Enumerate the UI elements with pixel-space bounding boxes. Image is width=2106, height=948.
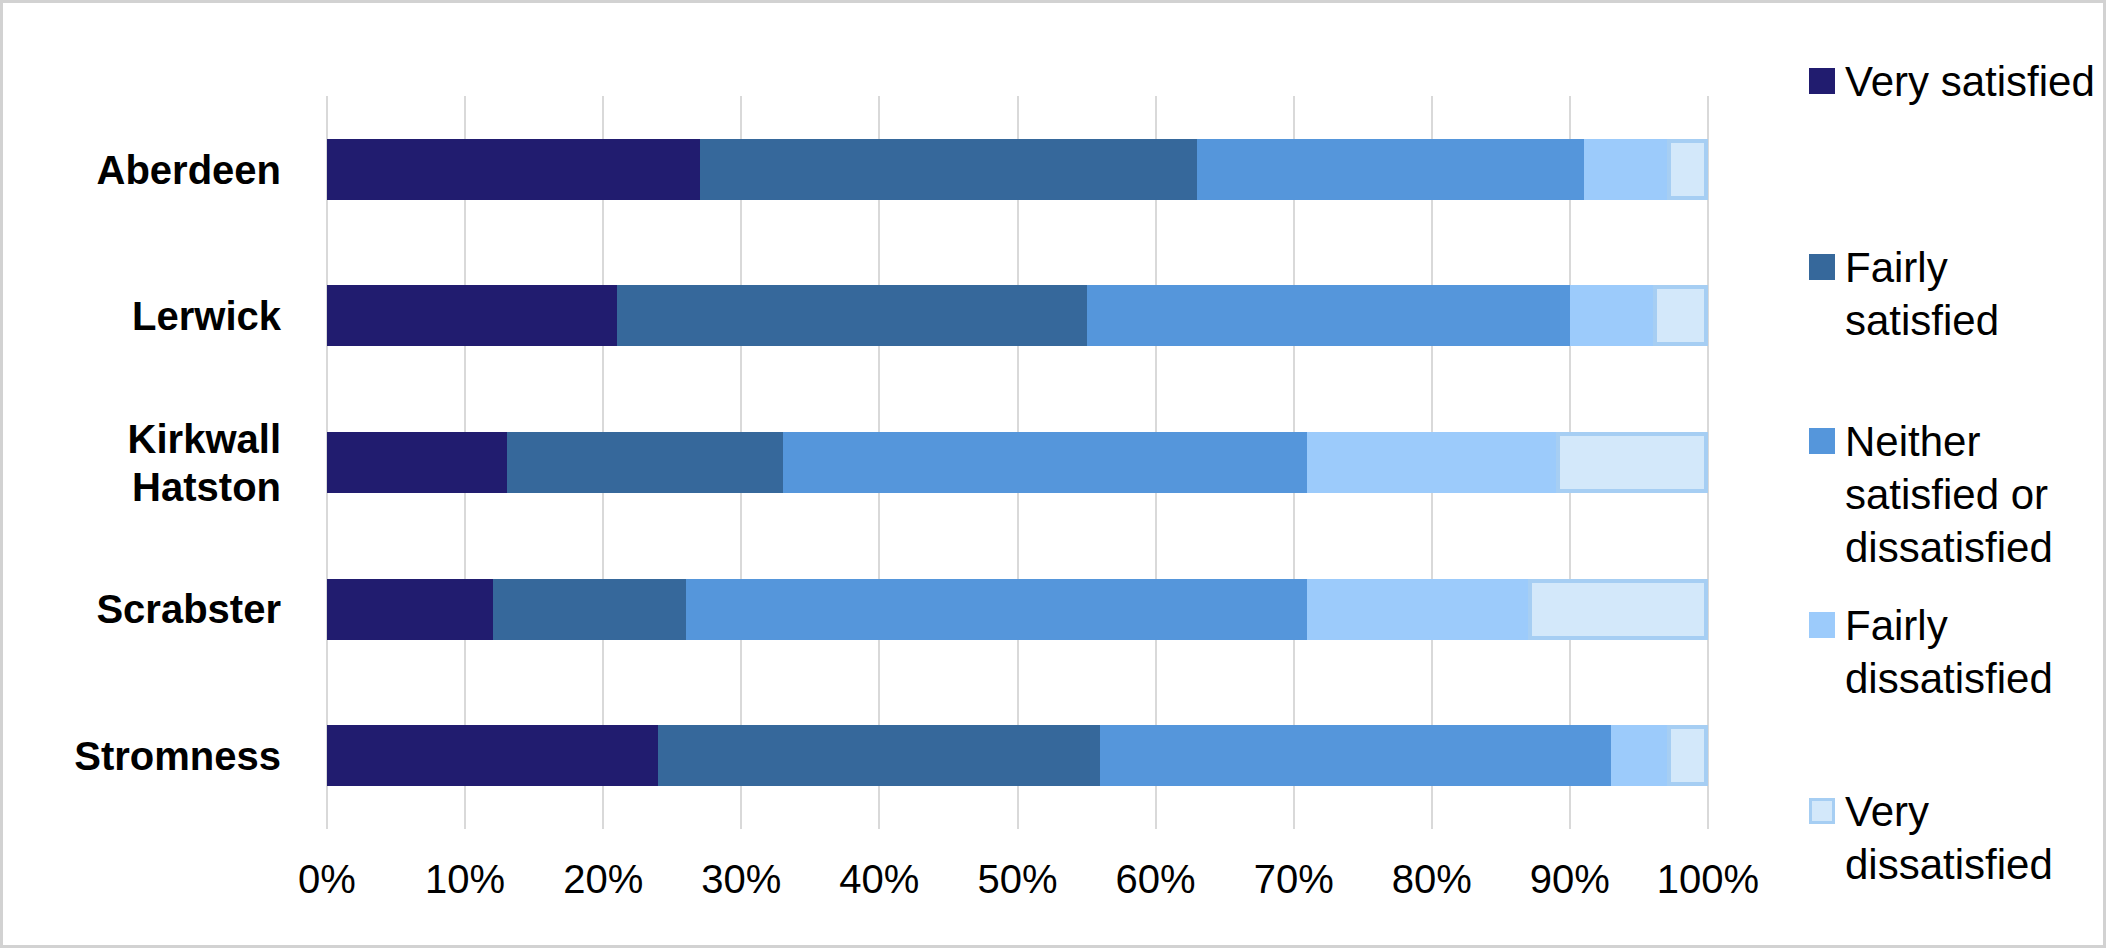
x-tick-label-100pct: 100% — [1657, 855, 1759, 903]
bar-row-lerwick — [327, 285, 1708, 346]
plot-area — [327, 96, 1708, 829]
legend-swatch-very-dissatisfied — [1809, 798, 1835, 824]
category-label-lerwick: Lerwick — [3, 243, 303, 390]
bar-row-aberdeen — [327, 139, 1708, 200]
legend-swatch-neither-satisfied-or-dissatisfied — [1809, 428, 1835, 454]
segment-very-satisfied — [327, 579, 493, 640]
segment-fairly-dissatisfied — [1611, 725, 1666, 786]
segment-fairly-dissatisfied — [1570, 285, 1653, 346]
x-tick-label-80pct: 80% — [1392, 855, 1472, 903]
category-label-scrabster: Scrabster — [3, 536, 303, 683]
x-tick-label-50pct: 50% — [977, 855, 1057, 903]
segment-fairly-dissatisfied — [1584, 139, 1667, 200]
legend-item-fairly-dissatisfied: Fairly dissatisfied — [1809, 599, 2099, 705]
legend-label: Neither satisfied or dissatisfied — [1845, 415, 2099, 574]
segment-very-satisfied — [327, 285, 617, 346]
segment-fairly-satisfied — [700, 139, 1197, 200]
segment-fairly-satisfied — [507, 432, 783, 493]
segment-fairly-dissatisfied — [1307, 579, 1528, 640]
segment-neither-satisfied-or-dissatisfied — [1100, 725, 1611, 786]
category-label-kirkwall-hatston: Kirkwall Hatston — [3, 389, 303, 536]
x-tick-label-90pct: 90% — [1530, 855, 1610, 903]
legend-item-very-dissatisfied: Very dissatisfied — [1809, 785, 2099, 891]
bar-row-stromness — [327, 725, 1708, 786]
x-tick-label-0pct: 0% — [298, 855, 356, 903]
segment-very-dissatisfied — [1667, 139, 1708, 200]
legend-swatch-fairly-dissatisfied — [1809, 612, 1835, 638]
legend-item-very-satisfied: Very satisfied — [1809, 55, 2095, 108]
segment-very-satisfied — [327, 432, 507, 493]
segment-fairly-satisfied — [617, 285, 1087, 346]
segment-fairly-satisfied — [658, 725, 1100, 786]
x-tick-label-40pct: 40% — [839, 855, 919, 903]
legend-label: Very dissatisfied — [1845, 785, 2099, 891]
legend-item-neither-satisfied-or-dissatisfied: Neither satisfied or dissatisfied — [1809, 415, 2099, 574]
segment-very-dissatisfied — [1667, 725, 1708, 786]
bar-row-scrabster — [327, 579, 1708, 640]
legend-label: Very satisfied — [1845, 55, 2095, 108]
x-tick-label-60pct: 60% — [1116, 855, 1196, 903]
category-label-stromness: Stromness — [3, 682, 303, 829]
legend-swatch-very-satisfied — [1809, 68, 1835, 94]
x-tick-label-20pct: 20% — [563, 855, 643, 903]
chart-canvas: AberdeenLerwickKirkwall HatstonScrabster… — [0, 0, 2106, 948]
category-label-aberdeen: Aberdeen — [3, 96, 303, 243]
bar-row-kirkwall-hatston — [327, 432, 1708, 493]
legend-label: Fairly satisfied — [1845, 241, 2099, 347]
y-axis-labels: AberdeenLerwickKirkwall HatstonScrabster… — [3, 96, 303, 829]
segment-fairly-satisfied — [493, 579, 686, 640]
segment-neither-satisfied-or-dissatisfied — [1197, 139, 1584, 200]
legend-item-fairly-satisfied: Fairly satisfied — [1809, 241, 2099, 347]
segment-very-satisfied — [327, 725, 658, 786]
legend: Very satisfied Fairly satisfied Neither sa… — [1809, 3, 2099, 948]
segment-fairly-dissatisfied — [1307, 432, 1556, 493]
x-tick-label-30pct: 30% — [701, 855, 781, 903]
segment-neither-satisfied-or-dissatisfied — [686, 579, 1307, 640]
legend-label: Fairly dissatisfied — [1845, 599, 2099, 705]
x-tick-label-10pct: 10% — [425, 855, 505, 903]
legend-swatch-fairly-satisfied — [1809, 254, 1835, 280]
segment-neither-satisfied-or-dissatisfied — [783, 432, 1308, 493]
x-axis-labels: 0%10%20%30%40%50%60%70%80%90%100% — [327, 855, 1708, 905]
segment-very-dissatisfied — [1528, 579, 1708, 640]
segment-very-dissatisfied — [1556, 432, 1708, 493]
segment-neither-satisfied-or-dissatisfied — [1087, 285, 1570, 346]
x-tick-label-70pct: 70% — [1254, 855, 1334, 903]
segment-very-dissatisfied — [1653, 285, 1708, 346]
segment-very-satisfied — [327, 139, 700, 200]
